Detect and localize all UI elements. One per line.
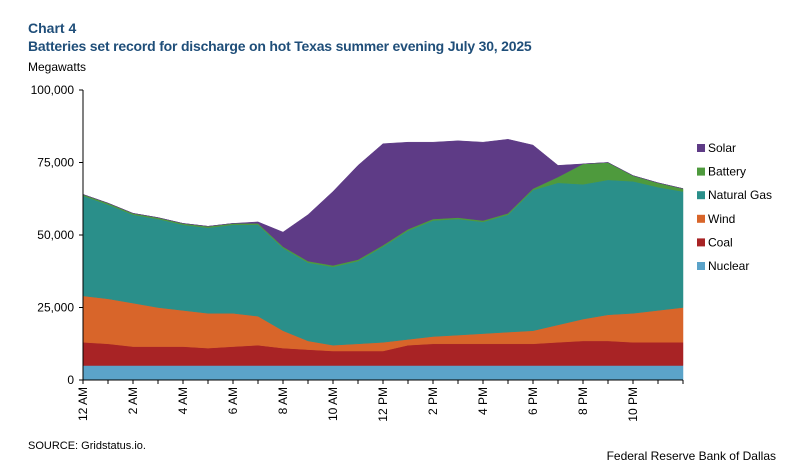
source-note: SOURCE: Gridstatus.io. (28, 440, 146, 452)
x-tick-label: 4 PM (476, 387, 490, 415)
legend-label-solar: Solar (708, 141, 736, 155)
legend-swatch-battery (697, 167, 705, 176)
y-tick-label: 100,000 (31, 83, 75, 97)
x-tick-label: 2 AM (126, 387, 140, 414)
x-tick-label: 12 AM (76, 387, 90, 421)
chart-label: Chart 4 (28, 20, 77, 36)
legend-label-wind: Wind (708, 212, 735, 226)
x-tick-label: 8 AM (276, 387, 290, 414)
legend-swatch-coal (697, 238, 705, 247)
legend-label-battery: Battery (708, 165, 746, 179)
legend: Solar Battery Natural Gas Wind Coal Nuclear (697, 141, 772, 273)
x-tick-label: 6 AM (226, 387, 240, 414)
area-nuclear (82, 365, 684, 381)
legend-label-coal: Coal (708, 235, 733, 249)
x-tick-label: 6 PM (526, 387, 540, 415)
y-tick-label: 0 (67, 373, 74, 387)
legend-swatch-wind (697, 214, 705, 223)
y-tick-label: 50,000 (37, 228, 74, 242)
chart-title: Batteries set record for discharge on ho… (28, 38, 532, 54)
y-tick-label: 75,000 (37, 156, 74, 170)
x-tick-label: 12 PM (376, 387, 390, 422)
x-tick-label: 2 PM (426, 387, 440, 415)
legend-label-natural-gas: Natural Gas (708, 188, 772, 202)
credit-line: Federal Reserve Bank of Dallas (606, 449, 776, 463)
area-solar (82, 139, 684, 266)
x-tick-label: 4 AM (176, 387, 190, 414)
axes: 0 25,000 50,000 75,000 100,000 12 AM 2 AM 4 AM 6… (31, 83, 684, 422)
x-tick-label: 10 AM (326, 387, 340, 421)
series-areas (82, 139, 684, 381)
legend-swatch-solar (697, 144, 705, 152)
x-tick-label: 8 PM (576, 387, 590, 415)
legend-swatch-nuclear (697, 262, 705, 270)
y-axis-unit-label: Megawatts (28, 60, 87, 74)
legend-label-nuclear: Nuclear (708, 259, 749, 273)
x-tick-label: 10 PM (626, 387, 640, 422)
y-tick-label: 25,000 (37, 301, 74, 315)
legend-swatch-natural-gas (697, 191, 705, 200)
